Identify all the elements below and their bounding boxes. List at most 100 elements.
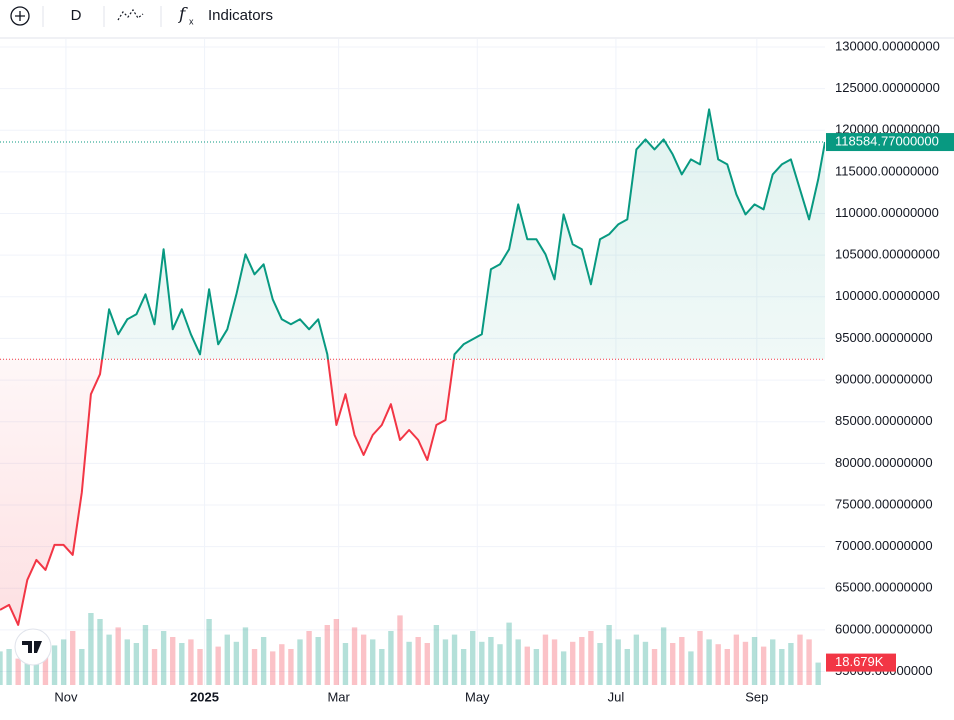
volume-bar [70,631,76,685]
volume-bar [560,651,567,685]
volume-bar [760,646,767,685]
volume-bar [779,649,785,685]
x-tick-label: Sep [745,689,768,704]
volume-bar [515,639,521,685]
indicators-label: Indicators [208,7,273,24]
volume-bar [624,649,630,685]
y-tick-label: 105000.00000000 [835,247,940,262]
volume-bar [533,649,540,685]
volume-bar [160,631,167,685]
last-volume-badge [826,653,896,672]
volume-bar [506,622,512,685]
y-tick-label: 70000.00000000 [835,538,933,553]
volume-bar [488,637,494,685]
volume-bar [333,619,340,685]
y-tick-label: 90000.00000000 [835,372,933,387]
volume-bar [551,639,558,685]
volume-bar [806,639,812,685]
y-tick-label: 80000.00000000 [835,455,933,470]
volume-bar [215,646,221,685]
volume-bar [242,627,249,685]
volume-bar [342,643,349,685]
volume-bar [79,649,85,685]
volume-bar [588,631,594,685]
add-symbol-button[interactable] [10,6,30,26]
y-tick-label: 130000.00000000 [835,38,940,53]
volume-bar [15,658,21,685]
volume-bar [615,639,621,685]
volume-bar [424,643,430,685]
volume-bar [233,641,240,685]
price-area [0,109,825,625]
volume-bar [324,625,330,685]
volume-bar [379,649,385,685]
volume-bar [197,649,203,685]
y-tick-label: 100000.00000000 [835,288,940,303]
fx-icon-sub: x [189,16,194,26]
y-tick-label: 120000.00000000 [835,122,940,137]
volume-bar [542,634,549,685]
volume-bar [351,627,358,685]
volume-bar [442,639,449,685]
volume-bar [60,639,67,685]
volume-bar [42,637,49,685]
volume-bar [315,637,321,685]
y-tick-label: 95000.00000000 [835,330,933,345]
volume-bar [33,655,40,685]
x-tick-label: Mar [327,689,350,704]
volume-bar [188,639,194,685]
volume-bar [724,649,730,685]
x-tick-label: 2025 [190,689,219,704]
volume-bar [670,643,676,685]
volume-bar [497,644,503,685]
volume-bar [606,625,612,685]
y-tick-label: 110000.00000000 [835,205,939,220]
volume-bar [6,649,12,685]
chart-type-button[interactable] [117,8,144,21]
indicators-button[interactable]: f x Indicators [177,5,273,27]
y-tick-label: 115000.00000000 [835,163,939,178]
volume-bar [688,651,694,685]
volume-bar [51,645,58,685]
volume-bar [270,651,276,685]
volume-bar [706,639,712,685]
volume-bar [260,637,267,685]
volume-bar [397,615,403,685]
volume-bar [570,641,576,685]
volume-bar [697,631,703,685]
x-tick-label: May [465,689,490,704]
volume-bar [88,613,94,685]
volume-bar [388,631,394,685]
volume-bar [742,641,749,685]
volume-bar [224,634,230,685]
x-tick-label: Nov [54,689,78,704]
volume-bar [306,631,312,685]
volume-bar [788,643,794,685]
y-tick-label: 65000.00000000 [835,580,933,595]
volume-bar [151,649,158,685]
volume-bar [279,644,285,685]
volume-bar [406,641,412,685]
volume-bar [170,637,176,685]
volume-bar [460,649,467,685]
volume-bar [733,634,740,685]
tv-logo[interactable] [14,628,52,666]
y-tick-label: 85000.00000000 [835,413,933,428]
volume-bar [479,641,485,685]
last-price-badge [826,133,954,152]
last-price-label: 118584.77000000 [835,133,939,148]
volume-bar [133,643,140,685]
volume-bar [770,639,776,685]
volume-bar [451,634,458,685]
volume-bar [470,631,476,685]
interval-button[interactable]: D [71,7,82,24]
last-volume-label: 18.679K [835,654,884,669]
volume-bar [633,634,640,685]
volume-bar [0,651,3,685]
volume-bar [251,649,258,685]
volume-bar [124,639,130,685]
volume-bar [370,639,376,685]
volume-bar [415,637,421,685]
volume-bar [360,634,367,685]
